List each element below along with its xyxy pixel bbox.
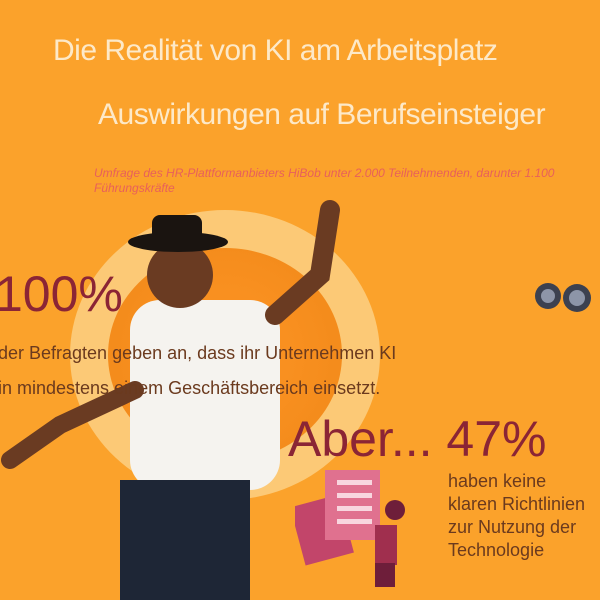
title-line-1: Die Realität von KI am Arbeitsplatz (53, 34, 498, 67)
binoculars-icon (535, 283, 591, 312)
stat-100-line-2: in mindestens einem Geschäftsbereich ein… (0, 378, 381, 398)
man-illustration (1, 200, 340, 600)
stat-100-value: 100% (0, 266, 123, 322)
stat-47-line-2: zur Nutzung der Technologie (448, 517, 577, 560)
stat-47-caption: haben keine klaren Richtlinien zur Nutzu… (448, 470, 596, 562)
title-line-2: Auswirkungen auf Berufseinsteiger (98, 98, 546, 131)
stat-100-line-1: der Befragten geben an, dass ihr Unterne… (0, 343, 397, 363)
subtitle: Umfrage des HR-Plattformanbieters HiBob … (94, 166, 555, 195)
stat-47-line-1: haben keine klaren Richtlinien (448, 471, 586, 514)
stat-47-value: Aber... 47% (288, 411, 547, 467)
checklist-woman-illustration (295, 470, 405, 587)
